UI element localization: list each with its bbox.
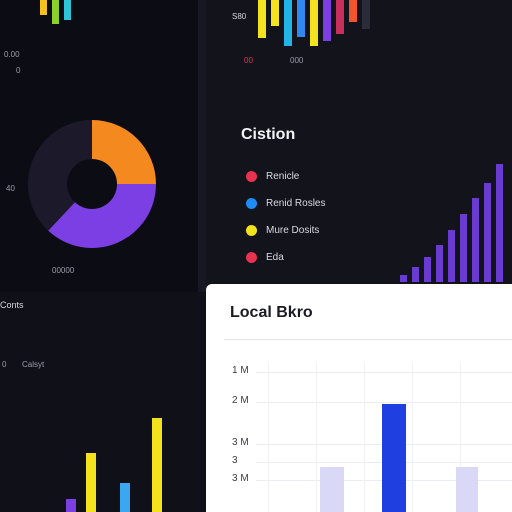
donut-axis-label: 40 [6,184,15,193]
legend-item: Eda [246,252,284,263]
legend-swatch [246,252,257,263]
bottom-bar-1 [86,453,96,512]
y-axis-label: 3 [232,455,238,466]
legend-label: Renicle [266,171,300,182]
grid-column [460,364,461,512]
left-bottom-panel [0,292,206,512]
top-bar-right-2 [284,0,292,46]
top-bar-right-5 [323,0,331,41]
legend-swatch [246,225,257,236]
side-bar-4 [448,230,455,282]
card-divider [224,339,512,340]
left-top-label-b: 0 [16,66,21,75]
legend-item: Renicle [246,171,299,182]
top-bar-right-6 [336,0,344,34]
legend-label: Eda [266,252,284,263]
bottom-bar-3 [152,418,162,512]
legend-item: Renid Rosles [246,198,325,209]
top-bar-left-1 [52,0,59,24]
left-bottom-side-label-b: Calsyt [22,360,45,369]
legend-title: Cistion [241,126,296,143]
side-bar-0 [400,275,407,282]
right-top-sub-label-b: 000 [290,56,304,65]
card-bar-0 [320,467,344,512]
bottom-bar-0 [66,499,76,512]
side-bar-8 [496,164,503,282]
donut-slice-dark [28,120,92,231]
donut-slice-purple [48,184,156,248]
card-title: Local Bkro [230,304,313,321]
grid-column [316,364,317,512]
donut-hole [67,159,117,209]
top-bar-right-0 [258,0,266,38]
legend-item: Mure Dosits [246,225,319,236]
top-bar-right-1 [271,0,279,26]
card-bar-1 [382,404,406,512]
y-axis-label: 3 M [232,437,249,448]
left-bottom-section-label: Conts [0,300,24,310]
right-top-corner-label: S80 [232,12,247,21]
side-bar-6 [472,198,479,282]
local-chart-card: Local Bkro 1 M 2 M 3 M 3 3 M [206,284,512,512]
top-bar-right-3 [297,0,305,37]
side-bar-3 [436,245,443,282]
grid-column [364,364,365,512]
legend-label: Mure Dosits [266,225,320,236]
side-bar-7 [484,183,491,282]
donut-chart [28,120,156,248]
side-bar-5 [460,214,467,282]
side-bar-2 [424,257,431,282]
right-top-sub-label-a: 00 [244,56,253,65]
top-bar-right-8 [362,0,370,29]
bottom-bar-2 [120,483,130,512]
legend-label: Renid Rosles [266,198,326,209]
donut-caption: 00000 [52,266,75,275]
panel-separator [198,0,206,292]
top-bar-right-7 [349,0,357,22]
left-top-label-a: 0.00 [4,50,20,59]
top-bar-right-4 [310,0,318,46]
legend-swatch [246,171,257,182]
y-axis-label: 2 M [232,395,249,406]
top-bar-left-2 [64,0,71,20]
left-bottom-side-label-a: 0 [2,360,7,369]
grid-line [256,402,512,403]
y-axis-label: 3 M [232,473,249,484]
grid-column [412,364,413,512]
grid-column [268,364,269,512]
y-axis-label: 1 M [232,365,249,376]
grid-line [256,372,512,373]
card-bar-2 [456,467,478,512]
side-bar-1 [412,267,419,282]
top-bar-left-0 [40,0,47,15]
legend-swatch [246,198,257,209]
